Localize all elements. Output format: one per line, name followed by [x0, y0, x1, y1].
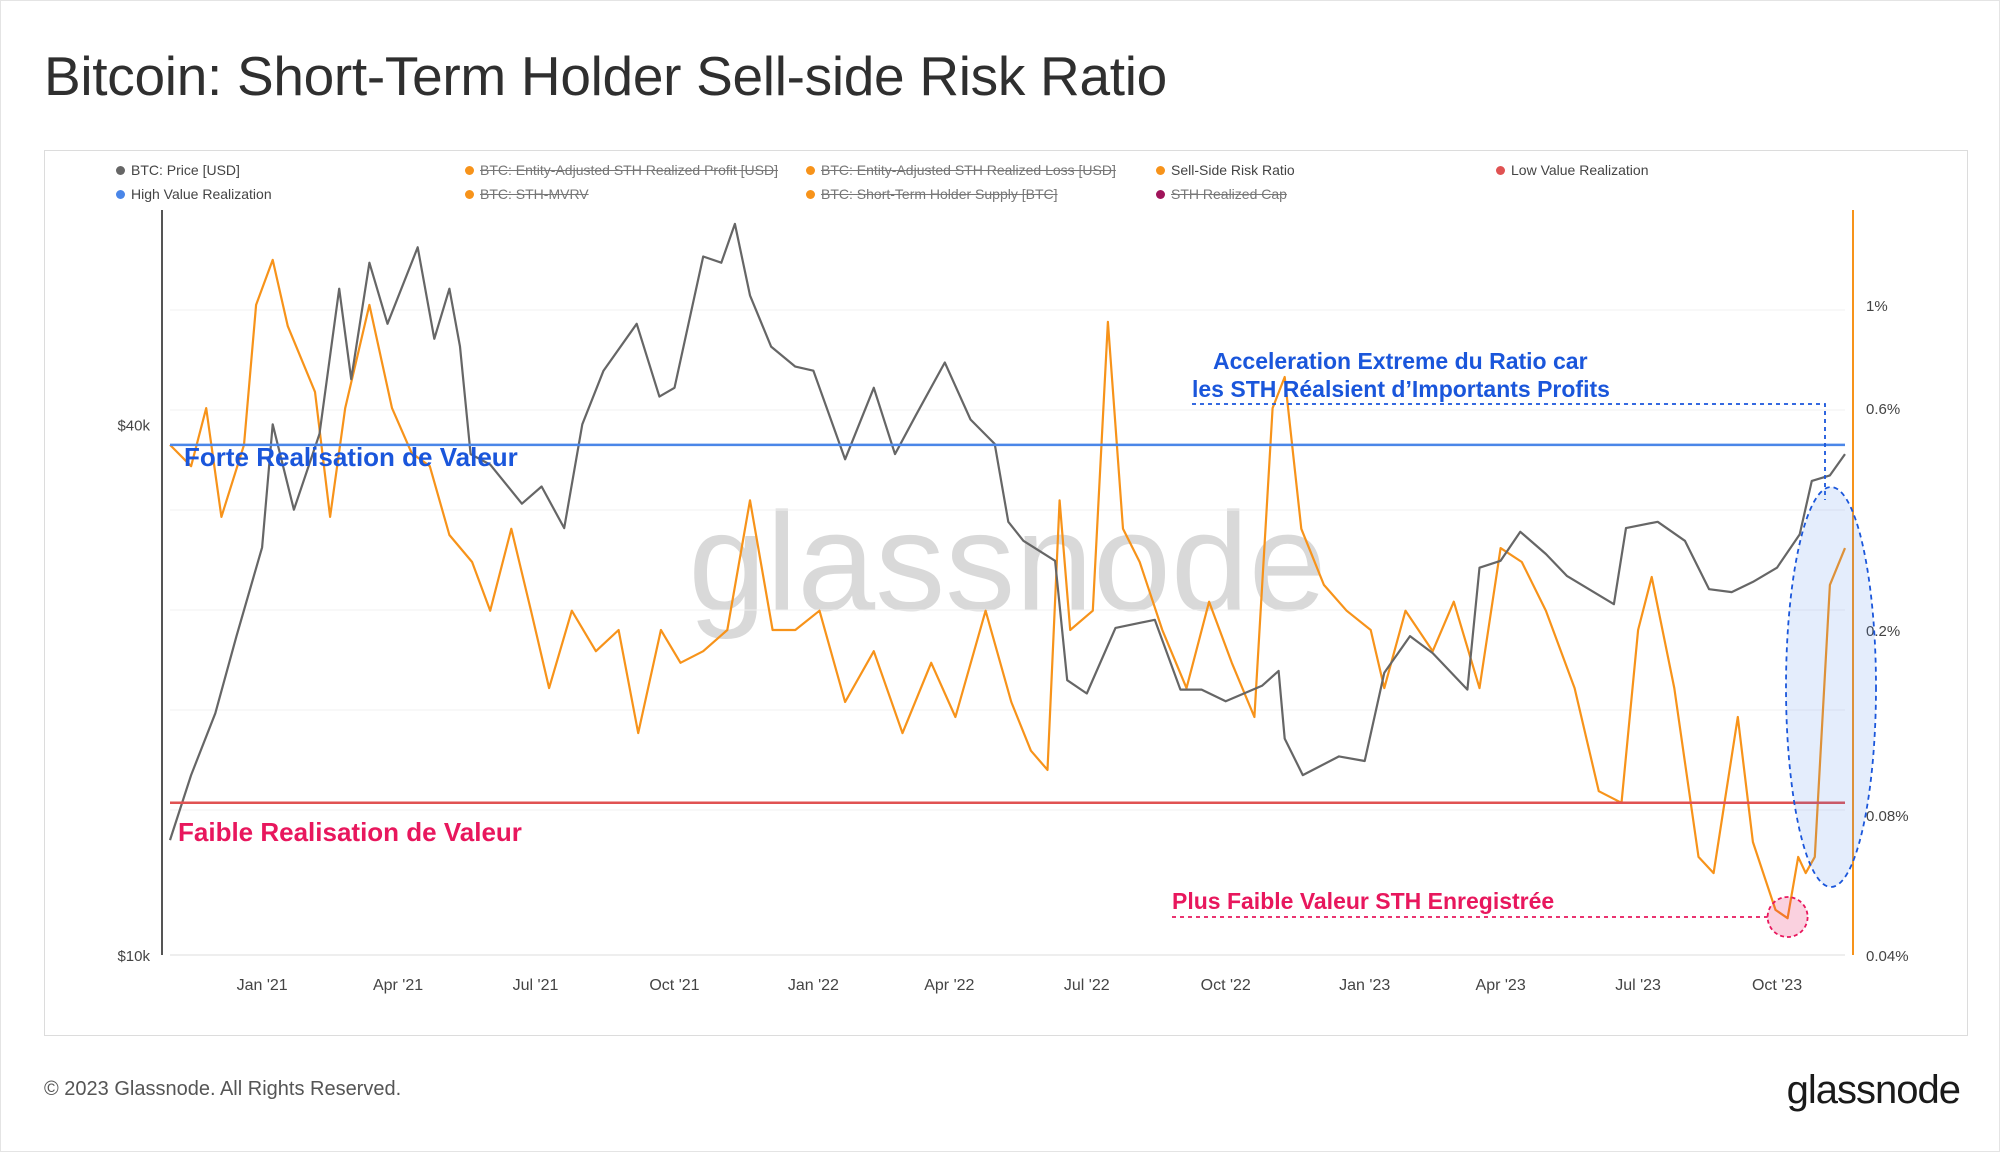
high-value-annotation: Forte Realisation de Valeur [184, 442, 518, 472]
legend-item-sth-mvrv[interactable]: BTC: STH-MVRV [465, 186, 589, 202]
chart-frame [44, 150, 1968, 1036]
x-tick-label: Oct '21 [649, 977, 699, 994]
y-right-tick-label: 0.2% [1866, 623, 1900, 640]
y-right-tick-label: 0.6% [1866, 401, 1900, 418]
y-right-tick-label: 0.04% [1866, 948, 1909, 965]
x-tick-label: Oct '23 [1752, 977, 1802, 994]
accel-annotation-line1: Acceleration Extreme du Ratio car [1213, 348, 1588, 374]
low-value-annotation: Faible Realisation de Valeur [178, 817, 522, 847]
x-tick-label: Oct '22 [1201, 977, 1251, 994]
footer-copyright: © 2023 Glassnode. All Rights Reserved. [44, 1078, 402, 1100]
accel-annotation-line2: les STH Réalsient d’Importants Profits [1192, 376, 1610, 402]
x-tick-label: Apr '22 [924, 977, 974, 994]
x-tick-label: Jul '23 [1615, 977, 1661, 994]
legend-item-ratio[interactable]: Sell-Side Risk Ratio [1156, 162, 1295, 178]
lowest-annotation: Plus Faible Valeur STH Enregistrée [1172, 888, 1555, 914]
legend-item-low[interactable]: Low Value Realization [1496, 162, 1649, 178]
y-left-tick-label: $40k [117, 417, 150, 434]
chart-title: Bitcoin: Short-Term Holder Sell-side Ris… [44, 45, 1167, 107]
footer-logo[interactable]: glassnode [1786, 1068, 1961, 1112]
accel-ellipse [1785, 486, 1877, 888]
x-tick-label: Jul '22 [1064, 977, 1110, 994]
y-right-tick-label: 0.08% [1866, 808, 1909, 825]
y-right-tick-label: 1% [1866, 298, 1888, 315]
lowest-circle [1766, 896, 1809, 938]
legend-item-sth-realized-cap[interactable]: STH Realized Cap [1156, 186, 1287, 202]
x-tick-label: Jan '21 [237, 977, 288, 994]
accel-bracket [1192, 403, 1826, 500]
x-tick-label: Jul '21 [513, 977, 559, 994]
legend: BTC: Price [USD] BTC: Entity-Adjusted ST… [116, 162, 1916, 210]
ratio-series-line [169, 258, 1847, 920]
legend-item-price[interactable]: BTC: Price [USD] [116, 162, 240, 178]
legend-item-sth-profit[interactable]: BTC: Entity-Adjusted STH Realized Profit… [465, 162, 778, 178]
x-tick-label: Jan '22 [788, 977, 839, 994]
legend-item-high[interactable]: High Value Realization [116, 186, 272, 202]
x-tick-label: Jan '23 [1339, 977, 1390, 994]
y-left-tick-label: $10k [117, 948, 150, 965]
legend-item-sth-loss[interactable]: BTC: Entity-Adjusted STH Realized Loss [… [806, 162, 1116, 178]
legend-item-sth-supply[interactable]: BTC: Short-Term Holder Supply [BTC] [806, 186, 1058, 202]
x-tick-label: Apr '23 [1476, 977, 1526, 994]
x-tick-label: Apr '21 [373, 977, 423, 994]
watermark: glassnode [688, 483, 1326, 640]
